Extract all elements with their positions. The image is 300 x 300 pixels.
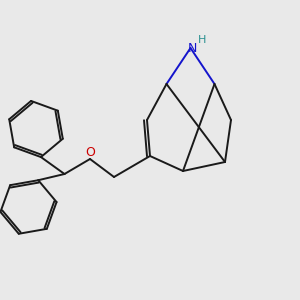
Text: H: H xyxy=(198,34,206,45)
Text: N: N xyxy=(187,41,197,55)
Text: O: O xyxy=(86,146,95,159)
